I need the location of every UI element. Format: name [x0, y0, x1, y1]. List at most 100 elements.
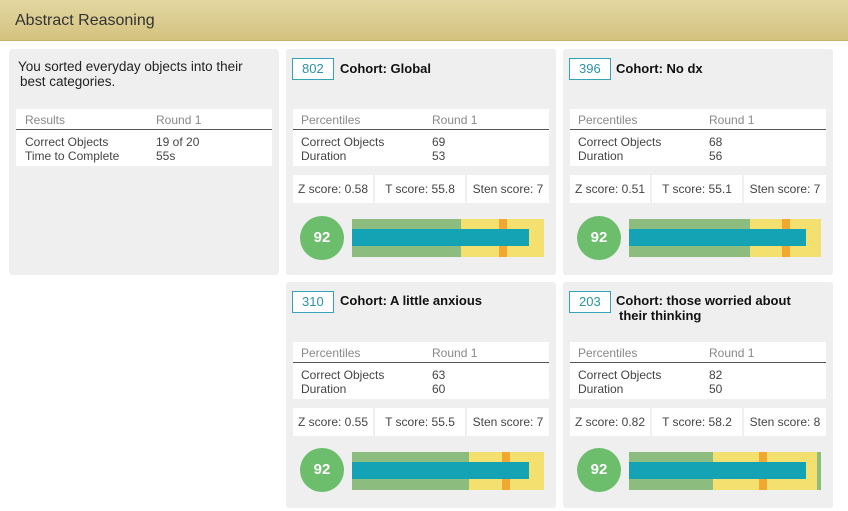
z-score: Z score: 0.55 [293, 408, 373, 436]
summary-description-line2: best categories. [20, 74, 116, 89]
row-label: Correct Objects [578, 368, 662, 382]
cohort-count-badge: 310 [292, 291, 334, 313]
score-row: Z score: 0.51 T score: 55.1 Sten score: … [570, 175, 826, 203]
row-value: 19 of 20 [156, 135, 200, 149]
percentile-bar [629, 219, 821, 257]
row-value: 55s [156, 149, 176, 163]
percentile-fill [352, 229, 529, 246]
percentile-fill [352, 462, 529, 479]
table-row: Correct Objects 19 of 20 [16, 135, 272, 149]
score-row: Z score: 0.58 T score: 55.8 Sten score: … [293, 175, 549, 203]
percentile-circle: 92 [577, 448, 621, 492]
table-row: Duration 53 [293, 149, 549, 163]
row-label: Duration [301, 382, 347, 396]
row-label: Duration [578, 382, 624, 396]
percentile-fill [629, 229, 806, 246]
t-score: T score: 58.2 [652, 408, 742, 436]
cohort-card-a-little-anxious: 310 Cohort: A little anxious Percentiles… [286, 282, 556, 508]
cohort-count-badge: 203 [569, 291, 611, 313]
percentiles-table-header: Percentiles Round 1 [293, 342, 549, 363]
table-row: Duration 60 [293, 382, 549, 396]
percentile-circle: 92 [577, 216, 621, 260]
row-label: Duration [578, 149, 624, 163]
cohort-title-line1: Cohort: those worried about [616, 293, 791, 308]
sten-score: Sten score: 7 [467, 408, 549, 436]
cohort-title: Cohort: A little anxious [340, 293, 482, 308]
percentiles-table-header: Percentiles Round 1 [570, 109, 826, 130]
cohort-title-line1: Cohort: A little anxious [340, 293, 483, 308]
percentile-bar [352, 452, 544, 490]
percentiles-col-round: Round 1 [709, 346, 755, 360]
percentiles-table-header: Percentiles Round 1 [570, 342, 826, 363]
summary-description: You sorted everyday objects into their b… [18, 59, 268, 89]
row-value: 50 [709, 382, 723, 396]
table-row: Correct Objects 82 [570, 368, 826, 382]
band-green-end [817, 452, 821, 490]
row-value: 53 [432, 149, 446, 163]
percentile-fill [629, 462, 806, 479]
row-label: Duration [301, 149, 347, 163]
table-row: Time to Complete 55s [16, 149, 272, 163]
t-score: T score: 55.8 [375, 175, 465, 203]
row-value: 60 [432, 382, 446, 396]
table-row: Correct Objects 69 [293, 135, 549, 149]
percentiles-table: Percentiles Round 1 Correct Objects 63 D… [293, 342, 549, 399]
table-row: Correct Objects 68 [570, 135, 826, 149]
cohort-title: Cohort: No dx [616, 61, 703, 76]
sten-score: Sten score: 7 [467, 175, 549, 203]
sten-score: Sten score: 7 [744, 175, 826, 203]
cohort-title: Cohort: Global [340, 61, 431, 76]
cohort-title: Cohort: those worried about their thinki… [616, 293, 791, 323]
row-value: 63 [432, 368, 446, 382]
table-row: Duration 50 [570, 382, 826, 396]
percentiles-table: Percentiles Round 1 Correct Objects 69 D… [293, 109, 549, 166]
cohort-card-no-dx: 396 Cohort: No dx Percentiles Round 1 Co… [563, 49, 833, 275]
t-score: T score: 55.5 [375, 408, 465, 436]
percentiles-table-header: Percentiles Round 1 [293, 109, 549, 130]
row-label: Correct Objects [25, 135, 109, 149]
cohort-count-badge: 396 [569, 58, 611, 80]
score-row: Z score: 0.82 T score: 58.2 Sten score: … [570, 408, 826, 436]
row-label: Correct Objects [301, 135, 385, 149]
percentiles-col-label: Percentiles [301, 113, 361, 127]
summary-description-line1: You sorted everyday objects into their [18, 59, 243, 74]
table-row: Correct Objects 63 [293, 368, 549, 382]
row-label: Time to Complete [25, 149, 120, 163]
row-value: 68 [709, 135, 723, 149]
row-value: 82 [709, 368, 723, 382]
t-score: T score: 55.1 [652, 175, 742, 203]
row-value: 69 [432, 135, 446, 149]
row-label: Correct Objects [301, 368, 385, 382]
percentile-circle: 92 [300, 448, 344, 492]
z-score: Z score: 0.58 [293, 175, 373, 203]
cohort-card-global: 802 Cohort: Global Percentiles Round 1 C… [286, 49, 556, 275]
percentiles-col-label: Percentiles [301, 346, 361, 360]
z-score: Z score: 0.51 [570, 175, 650, 203]
cohort-title-line2: their thinking [619, 308, 702, 323]
results-col-round: Round 1 [156, 113, 202, 127]
results-table-header: Results Round 1 [16, 109, 272, 130]
row-label: Correct Objects [578, 135, 662, 149]
percentiles-col-round: Round 1 [432, 113, 478, 127]
results-col-label: Results [25, 113, 66, 127]
cohort-card-worried-thinking: 203 Cohort: those worried about their th… [563, 282, 833, 508]
percentile-circle: 92 [300, 216, 344, 260]
percentiles-col-round: Round 1 [432, 346, 478, 360]
score-row: Z score: 0.55 T score: 55.5 Sten score: … [293, 408, 549, 436]
percentiles-table: Percentiles Round 1 Correct Objects 82 D… [570, 342, 826, 399]
percentiles-col-label: Percentiles [578, 113, 638, 127]
percentile-bar [352, 219, 544, 257]
summary-card: You sorted everyday objects into their b… [9, 49, 279, 275]
percentiles-col-label: Percentiles [578, 346, 638, 360]
results-table: Results Round 1 Correct Objects 19 of 20… [16, 109, 272, 166]
table-row: Duration 56 [570, 149, 826, 163]
cohort-title-line1: Cohort: No dx [616, 61, 703, 76]
page-title: Abstract Reasoning [15, 12, 155, 29]
row-value: 56 [709, 149, 723, 163]
sten-score: Sten score: 8 [744, 408, 826, 436]
cohort-title-line1: Cohort: Global [340, 61, 431, 76]
page-header: Abstract Reasoning [0, 0, 848, 41]
cohort-count-badge: 802 [292, 58, 334, 80]
percentile-bar [629, 452, 821, 490]
z-score: Z score: 0.82 [570, 408, 650, 436]
